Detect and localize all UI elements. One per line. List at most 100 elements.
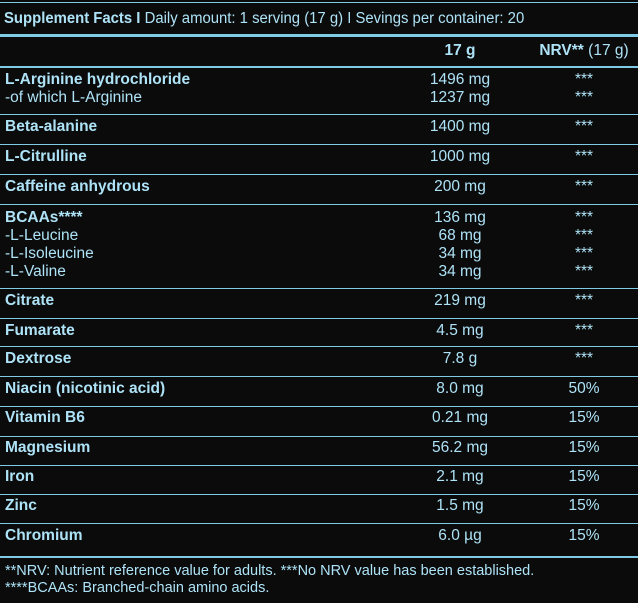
nutrient-amount: 56.2 mg — [431, 439, 488, 456]
row-divider — [0, 204, 638, 205]
row-divider — [0, 288, 638, 289]
nutrient-line: Citrate 219 mg *** — [0, 292, 638, 310]
nutrient-line: L-Arginine hydrochloride 1496 mg *** — [0, 71, 638, 89]
row-divider — [0, 174, 638, 175]
nutrient-nrv: *** — [574, 245, 594, 262]
nutrient-amount: 4.5 mg — [436, 322, 484, 339]
nutrient-name: Iron — [5, 468, 35, 485]
nutrient-line: Zinc 1.5 mg 15% — [0, 497, 638, 515]
nutrient-nrv: *** — [574, 209, 594, 226]
nutrient-nrv: *** — [574, 118, 594, 135]
nutrient-name: Magnesium — [5, 439, 91, 456]
row-divider — [0, 494, 638, 495]
nutrient-name: L-Arginine hydrochloride — [5, 71, 191, 88]
nutrient-row: L-Citrulline 1000 mg *** — [0, 148, 638, 166]
nutrient-nrv: 50% — [568, 380, 600, 397]
row-divider — [0, 465, 638, 466]
nutrient-line: Iron 2.1 mg 15% — [0, 468, 638, 486]
nutrient-name: -L-Valine — [5, 263, 66, 280]
row-divider — [0, 436, 638, 437]
nutrient-nrv: *** — [574, 322, 594, 339]
panel-header: Supplement Facts I Daily amount: 1 servi… — [4, 9, 524, 29]
nutrient-line: -L-Isoleucine 34 mg *** — [0, 245, 638, 263]
nutrient-nrv: *** — [574, 71, 594, 88]
nutrient-amount: 34 mg — [438, 245, 482, 262]
nutrient-name: Niacin (nicotinic acid) — [5, 380, 166, 397]
panel-subtitle: Daily amount: 1 serving (17 g) I Sevings… — [144, 10, 525, 27]
nutrient-name: -L-Isoleucine — [5, 245, 94, 262]
amount-column-header: 17 g — [444, 42, 476, 59]
nutrient-nrv: 15% — [568, 527, 600, 544]
footnote: **NRV: Nutrient reference value for adul… — [5, 563, 535, 579]
nutrient-nrv: *** — [574, 89, 594, 106]
nutrient-name: Dextrose — [5, 350, 72, 367]
nutrient-amount: 34 mg — [438, 263, 482, 280]
nutrient-amount: 7.8 g — [442, 350, 478, 367]
nutrient-line: Vitamin B6 0.21 mg 15% — [0, 409, 638, 427]
nrv-column-header: NRV** (17 g) — [530, 40, 638, 62]
nutrient-name: Citrate — [5, 292, 55, 309]
nutrient-line: Dextrose 7.8 g *** — [0, 350, 638, 368]
nutrient-amount: 8.0 mg — [436, 380, 484, 397]
nutrient-nrv: *** — [574, 227, 594, 244]
nutrient-name: BCAAs**** — [5, 209, 83, 226]
row-divider — [0, 346, 638, 347]
nutrient-line: L-Citrulline 1000 mg *** — [0, 148, 638, 166]
nutrient-amount: 136 mg — [434, 209, 486, 226]
nutrient-row: Dextrose 7.8 g *** — [0, 350, 638, 368]
row-divider — [0, 144, 638, 145]
top-border — [0, 2, 638, 3]
header-divider — [0, 34, 638, 37]
nutrient-line: Caffeine anhydrous 200 mg *** — [0, 178, 638, 196]
nutrient-nrv: *** — [574, 263, 594, 280]
nutrient-row: Fumarate 4.5 mg *** — [0, 322, 638, 340]
nutrient-nrv: *** — [574, 292, 594, 309]
nutrient-line: Niacin (nicotinic acid) 8.0 mg 50% — [0, 380, 638, 398]
nutrient-row: Zinc 1.5 mg 15% — [0, 497, 638, 515]
nutrient-line: Beta-alanine 1400 mg *** — [0, 118, 638, 136]
nutrient-nrv: 15% — [568, 468, 600, 485]
row-divider — [0, 66, 638, 68]
nutrient-row: Niacin (nicotinic acid) 8.0 mg 50% — [0, 380, 638, 398]
nutrient-name: -L-Leucine — [5, 227, 79, 244]
nrv-column-serving: (17 g) — [588, 42, 629, 59]
nutrient-name: Fumarate — [5, 322, 75, 339]
nutrient-nrv: 15% — [568, 409, 600, 426]
nutrient-name: L-Citrulline — [5, 148, 87, 165]
nutrient-row: Vitamin B6 0.21 mg 15% — [0, 409, 638, 427]
nutrient-name: Zinc — [5, 497, 37, 514]
nutrient-amount: 6.0 µg — [438, 527, 482, 544]
nutrient-line: Fumarate 4.5 mg *** — [0, 322, 638, 340]
nutrient-amount: 1400 mg — [429, 118, 491, 135]
nutrient-line: -of which L-Arginine 1237 mg *** — [0, 89, 638, 107]
nutrient-line: BCAAs**** 136 mg *** — [0, 209, 638, 227]
nutrient-row: Caffeine anhydrous 200 mg *** — [0, 178, 638, 196]
nutrient-row: Citrate 219 mg *** — [0, 292, 638, 310]
nutrient-row: Iron 2.1 mg 15% — [0, 468, 638, 486]
nutrient-amount: 1000 mg — [429, 148, 491, 165]
nutrient-name: Beta-alanine — [5, 118, 98, 135]
nutrient-line: Chromium 6.0 µg 15% — [0, 527, 638, 545]
footnote: ****BCAAs: Branched-chain amino acids. — [5, 580, 270, 596]
nutrient-name: Vitamin B6 — [5, 409, 85, 426]
panel-title: Supplement Facts I — [4, 10, 141, 27]
nutrient-nrv: *** — [574, 148, 594, 165]
nutrient-amount: 1237 mg — [429, 89, 491, 106]
nutrient-amount: 68 mg — [438, 227, 482, 244]
nutrient-row: BCAAs**** 136 mg *** -L-Leucine 68 mg *** -L-I… — [0, 209, 638, 281]
nutrient-amount: 200 mg — [434, 178, 486, 195]
nutrient-amount: 2.1 mg — [436, 468, 484, 485]
nutrient-line: -L-Leucine 68 mg *** — [0, 227, 638, 245]
nutrient-name: Caffeine anhydrous — [5, 178, 150, 195]
nutrient-amount: 0.21 mg — [431, 409, 488, 426]
nutrient-line: Magnesium 56.2 mg 15% — [0, 439, 638, 457]
row-divider — [0, 406, 638, 407]
nutrient-nrv: 15% — [568, 497, 600, 514]
row-divider — [0, 376, 638, 377]
nutrient-amount: 1496 mg — [429, 71, 491, 88]
row-divider — [0, 318, 638, 319]
nutrient-amount: 1.5 mg — [436, 497, 484, 514]
nrv-column-label: NRV** — [539, 42, 584, 59]
nutrient-row: Magnesium 56.2 mg 15% — [0, 439, 638, 457]
